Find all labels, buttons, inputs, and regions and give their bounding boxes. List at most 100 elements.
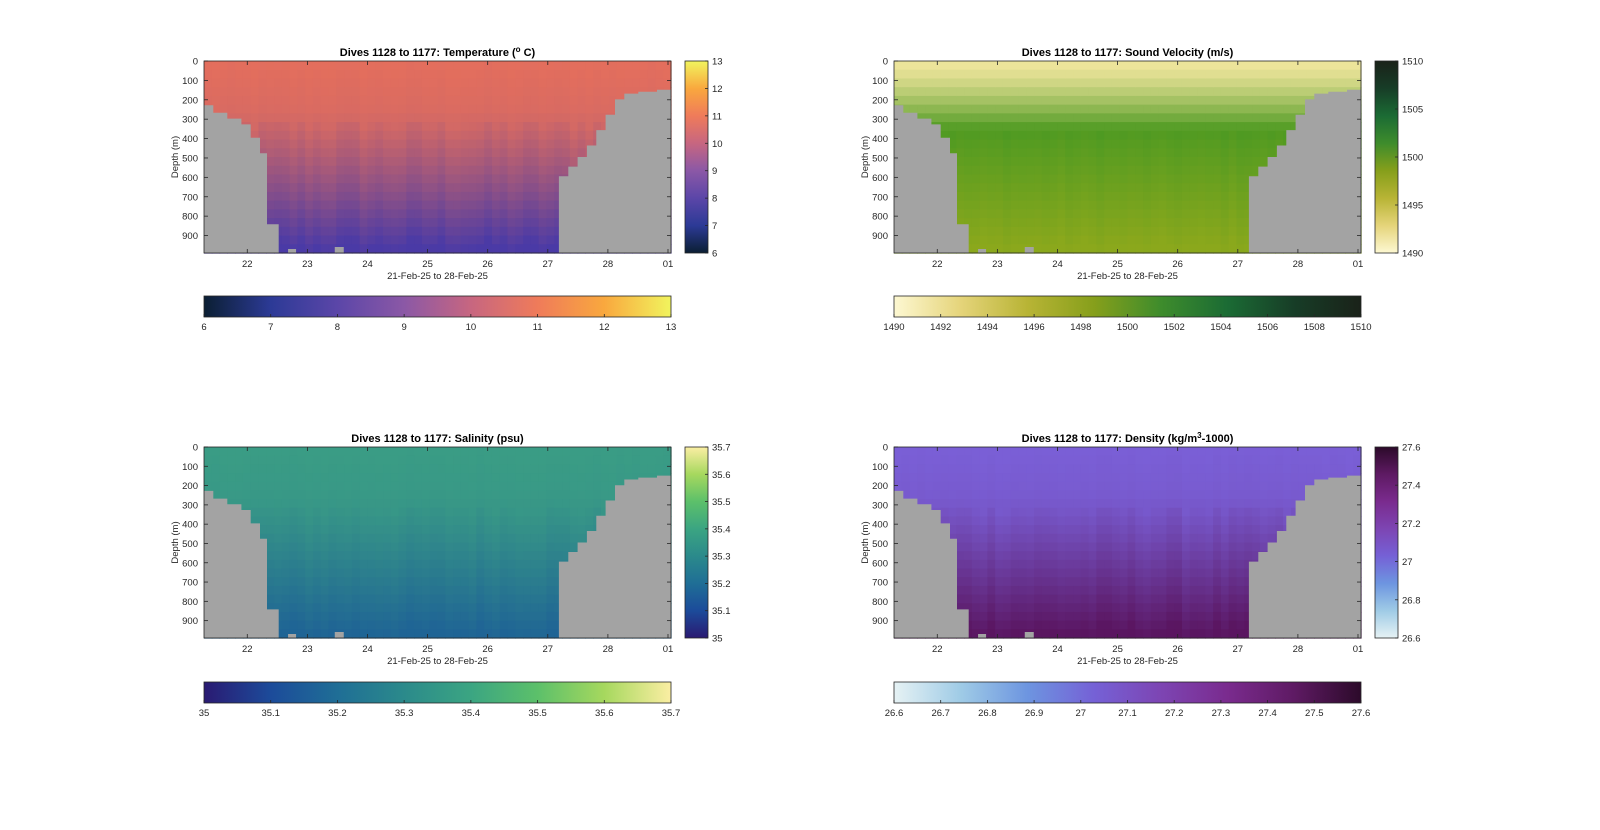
heatmap-cell — [507, 113, 516, 123]
heatmap-cell — [375, 226, 384, 237]
heatmap-cell — [546, 244, 555, 254]
heatmap-cell — [507, 78, 516, 88]
heatmap-cell — [600, 95, 610, 106]
heatmap-cell — [964, 481, 973, 492]
heatmap-cell — [1158, 113, 1168, 123]
heatmap-cell — [1073, 61, 1082, 71]
heatmap-cell — [281, 611, 291, 622]
heatmap-cell — [1080, 559, 1090, 570]
heatmap-cell — [546, 594, 555, 604]
heatmap-cell — [1034, 61, 1043, 71]
heatmap-cell — [359, 191, 369, 202]
heatmap-cell — [1080, 533, 1090, 544]
heatmap-cell — [328, 209, 337, 219]
heatmap-cell — [585, 455, 594, 465]
heatmap-cell — [1010, 611, 1020, 622]
heatmap-cell — [925, 490, 934, 500]
heatmap-cell — [1135, 95, 1144, 106]
heatmap-cell — [1111, 95, 1121, 106]
heatmap-cell — [979, 226, 988, 237]
heatmap-cell — [593, 78, 602, 88]
heatmap-cell — [274, 200, 283, 210]
heatmap-cell — [1181, 122, 1191, 132]
heatmap-cell — [305, 244, 314, 254]
heatmap-cell — [1290, 61, 1300, 71]
heatmap-cell — [1026, 620, 1035, 630]
heatmap-cell — [429, 235, 439, 245]
heatmap-cell — [515, 568, 524, 578]
heatmap-cell — [1189, 78, 1199, 88]
heatmap-cell — [1065, 200, 1074, 210]
heatmap-cell — [1026, 200, 1035, 210]
heatmap-cell — [925, 95, 934, 106]
heatmap-cell — [971, 174, 981, 184]
heatmap-cell — [312, 473, 322, 483]
heatmap-cell — [1244, 165, 1253, 176]
heatmap-cell — [297, 542, 306, 552]
heatmap-cell — [1041, 620, 1051, 630]
heatmap-cell — [421, 490, 431, 500]
heatmap-cell — [437, 611, 446, 622]
heatmap-cell — [320, 551, 330, 561]
heatmap-cell — [1228, 244, 1238, 254]
heatmap-cell — [507, 87, 516, 97]
y-axis-label: Depth (m) — [170, 521, 181, 563]
heatmap-cell — [336, 464, 345, 474]
heatmap-cell — [336, 148, 345, 158]
heatmap-cell — [608, 490, 618, 500]
heatmap-cell — [1104, 104, 1113, 114]
heatmap-cell — [1314, 78, 1323, 88]
heatmap-cell — [406, 473, 415, 483]
heatmap-cell — [453, 200, 462, 210]
heatmap-cell — [538, 525, 548, 535]
heatmap-cell — [1057, 174, 1066, 184]
heatmap-cell — [546, 78, 555, 88]
heatmap-cell — [289, 620, 298, 630]
heatmap-cell — [351, 191, 361, 202]
heatmap-cell — [305, 165, 314, 176]
heatmap-cell — [987, 183, 996, 193]
heatmap-cell — [1150, 218, 1160, 228]
heatmap-cell — [1174, 113, 1183, 123]
heatmap-cell — [523, 464, 532, 474]
heatmap-cell — [460, 69, 470, 80]
heatmap-cell — [1096, 559, 1105, 570]
heatmap-cell — [940, 113, 950, 123]
heatmap-cell — [414, 611, 423, 622]
heatmap-cell — [476, 113, 485, 123]
x-tick-label: 25 — [1112, 259, 1123, 270]
heatmap-cell — [1096, 69, 1105, 80]
heatmap-cell — [328, 542, 337, 552]
heatmap-cell — [1002, 226, 1012, 237]
heatmap-cell — [390, 87, 400, 97]
heatmap-cell — [979, 542, 988, 552]
hcolorbar-tick-label: 1494 — [977, 322, 998, 333]
heatmap-cell — [507, 244, 516, 254]
heatmap-cell — [281, 226, 291, 237]
heatmap-cell — [1041, 499, 1051, 509]
heatmap-cell — [305, 577, 314, 587]
heatmap-cell — [390, 611, 400, 622]
heatmap-cell — [577, 507, 586, 518]
heatmap-cell — [1088, 113, 1097, 123]
x-tick-label: 22 — [242, 644, 253, 655]
heatmap-cell — [460, 447, 470, 457]
heatmap-cell — [429, 455, 439, 465]
heatmap-cell — [1158, 226, 1168, 237]
heatmap-cell — [1018, 490, 1027, 500]
heatmap-cell — [1119, 464, 1129, 474]
heatmap-cell — [554, 69, 563, 80]
heatmap-cell — [925, 113, 934, 123]
heatmap-cell — [499, 122, 509, 132]
heatmap-cell — [971, 568, 981, 578]
heatmap-cell — [1166, 183, 1175, 193]
heatmap-cell — [956, 113, 965, 123]
heatmap-cell — [647, 69, 657, 80]
heatmap-cell — [281, 165, 291, 176]
heatmap-cell — [328, 191, 337, 202]
heatmap-cell — [312, 218, 322, 228]
colorbar-tick-label: 1490 — [1402, 249, 1423, 260]
heatmap-cell — [421, 585, 431, 596]
heatmap-cell — [1228, 157, 1238, 167]
heatmap-cell — [1065, 157, 1074, 167]
